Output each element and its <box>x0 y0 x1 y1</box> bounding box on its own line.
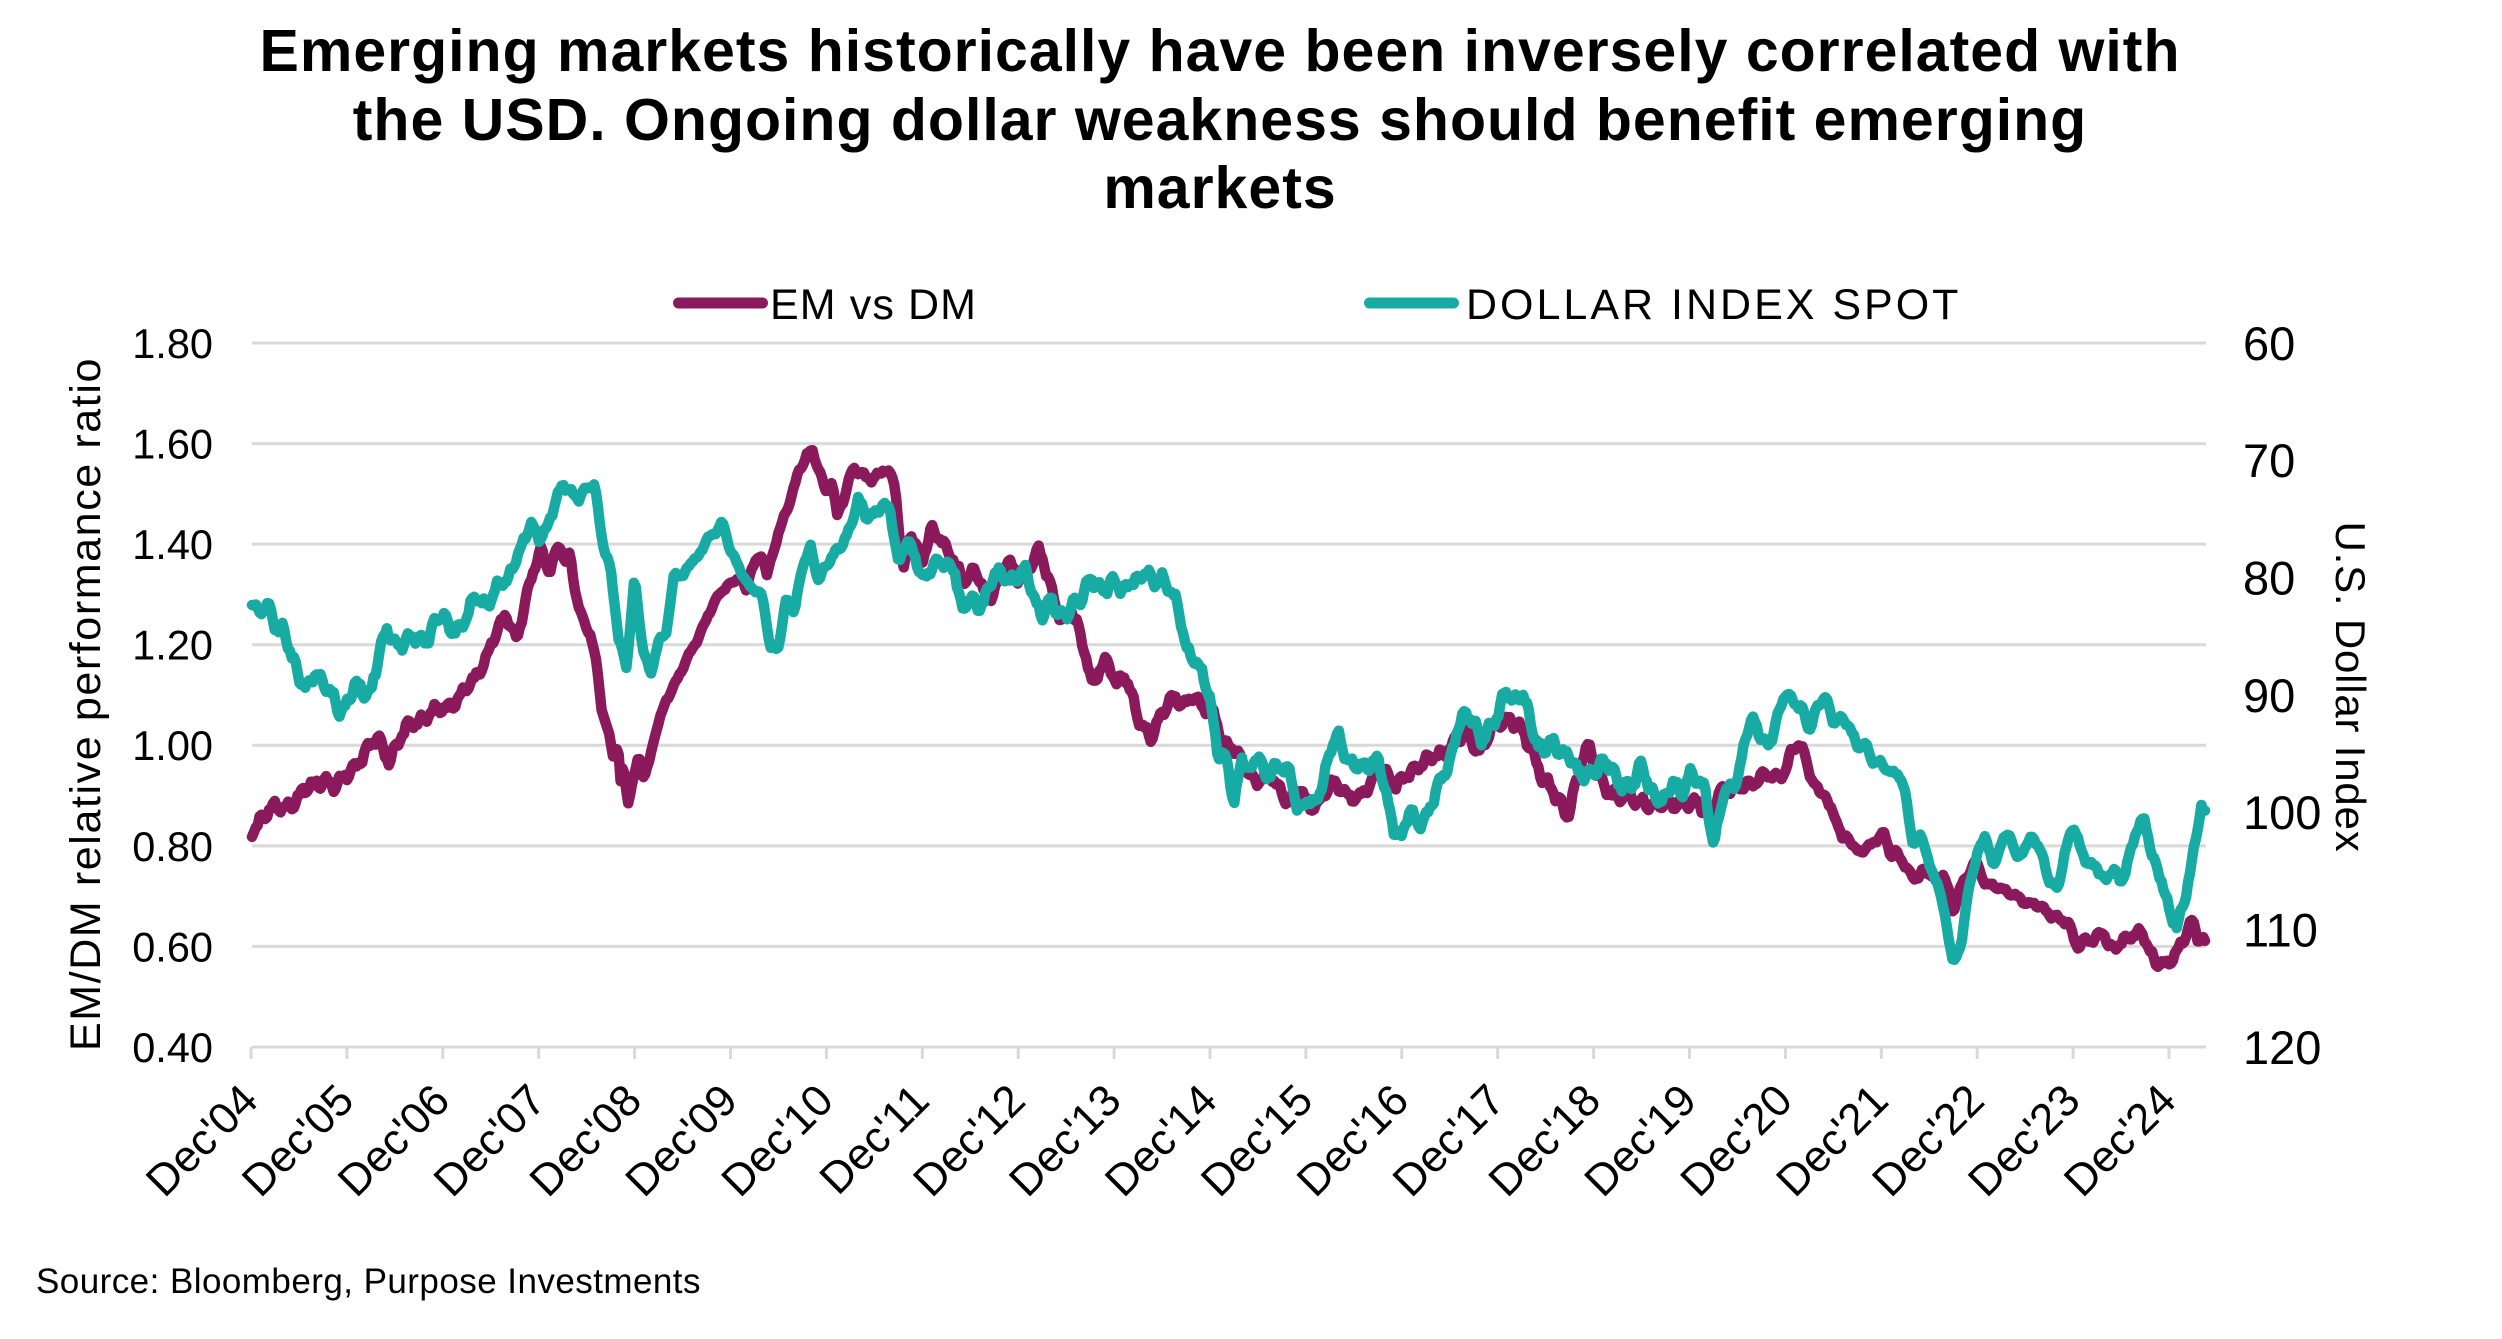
svg-text:markets: markets <box>1103 155 1336 221</box>
svg-text:1.60: 1.60 <box>132 421 213 468</box>
svg-text:1.20: 1.20 <box>132 622 213 669</box>
svg-text:1.80: 1.80 <box>132 320 213 367</box>
svg-text:110: 110 <box>2243 904 2318 957</box>
svg-text:70: 70 <box>2243 434 2295 487</box>
svg-text:Source: Bloomberg, Purpose Inv: Source: Bloomberg, Purpose Investments <box>36 1262 701 1301</box>
svg-text:1.00: 1.00 <box>132 722 213 769</box>
svg-text:EM/DM relative performance rat: EM/DM relative performance ratio <box>62 357 110 1051</box>
svg-text:U.S. Dollar Index: U.S. Dollar Index <box>2327 521 2374 852</box>
svg-text:100: 100 <box>2243 786 2321 839</box>
svg-text:60: 60 <box>2243 317 2295 370</box>
svg-text:1.40: 1.40 <box>132 521 213 568</box>
svg-text:0.40: 0.40 <box>132 1024 213 1071</box>
svg-text:the USD. Ongoing dollar weakne: the USD. Ongoing dollar weakness should … <box>353 87 2087 153</box>
svg-text:Emerging markets historically: Emerging markets historically have been … <box>260 18 2181 84</box>
svg-text:DOLLAR INDEX SPOT: DOLLAR INDEX SPOT <box>1466 281 1961 329</box>
svg-text:80: 80 <box>2243 552 2295 605</box>
svg-text:0.80: 0.80 <box>132 823 213 870</box>
svg-text:90: 90 <box>2243 669 2295 722</box>
svg-text:120: 120 <box>2243 1021 2321 1074</box>
svg-text:0.60: 0.60 <box>132 923 213 970</box>
svg-text:EM vs DM: EM vs DM <box>770 281 977 329</box>
